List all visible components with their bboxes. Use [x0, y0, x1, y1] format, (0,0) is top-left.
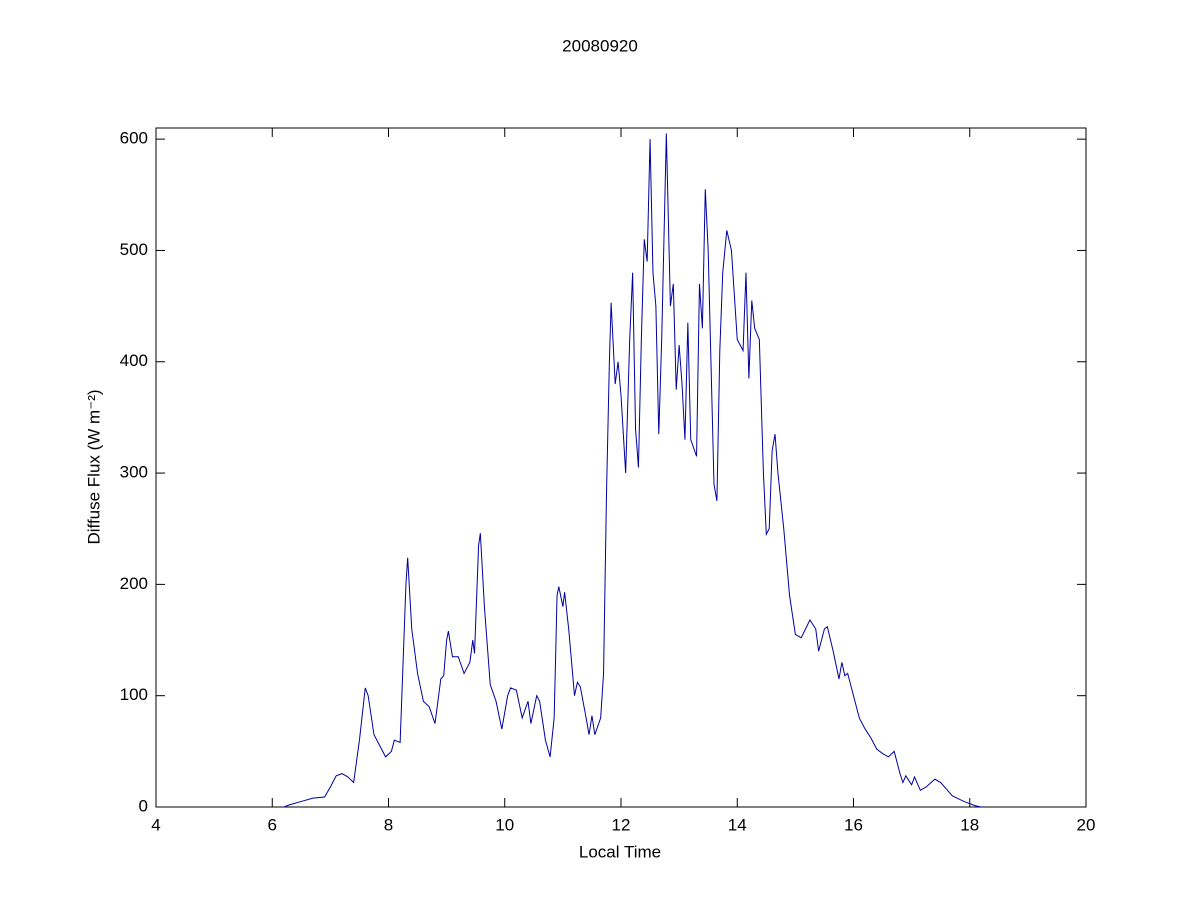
chart-title: 20080920 [562, 36, 638, 55]
y-tick-label: 100 [120, 685, 148, 704]
x-axis-label: Local Time [579, 842, 661, 861]
y-tick-label: 400 [120, 351, 148, 370]
x-tick-label: 14 [728, 815, 747, 834]
y-tick-label: 500 [120, 240, 148, 259]
y-axis-label: Diffuse Flux (W m⁻²) [84, 389, 103, 544]
x-tick-label: 18 [960, 815, 979, 834]
x-tick-label: 10 [495, 815, 514, 834]
x-tick-label: 4 [151, 815, 160, 834]
y-tick-label: 600 [120, 129, 148, 148]
y-tick-label: 200 [120, 574, 148, 593]
y-tick-label: 0 [139, 796, 148, 815]
data-line [283, 133, 982, 808]
x-tick-label: 12 [612, 815, 631, 834]
x-tick-label: 6 [268, 815, 277, 834]
x-tick-label: 8 [384, 815, 393, 834]
x-tick-label: 20 [1077, 815, 1096, 834]
x-tick-label: 16 [844, 815, 863, 834]
y-tick-label: 300 [120, 463, 148, 482]
